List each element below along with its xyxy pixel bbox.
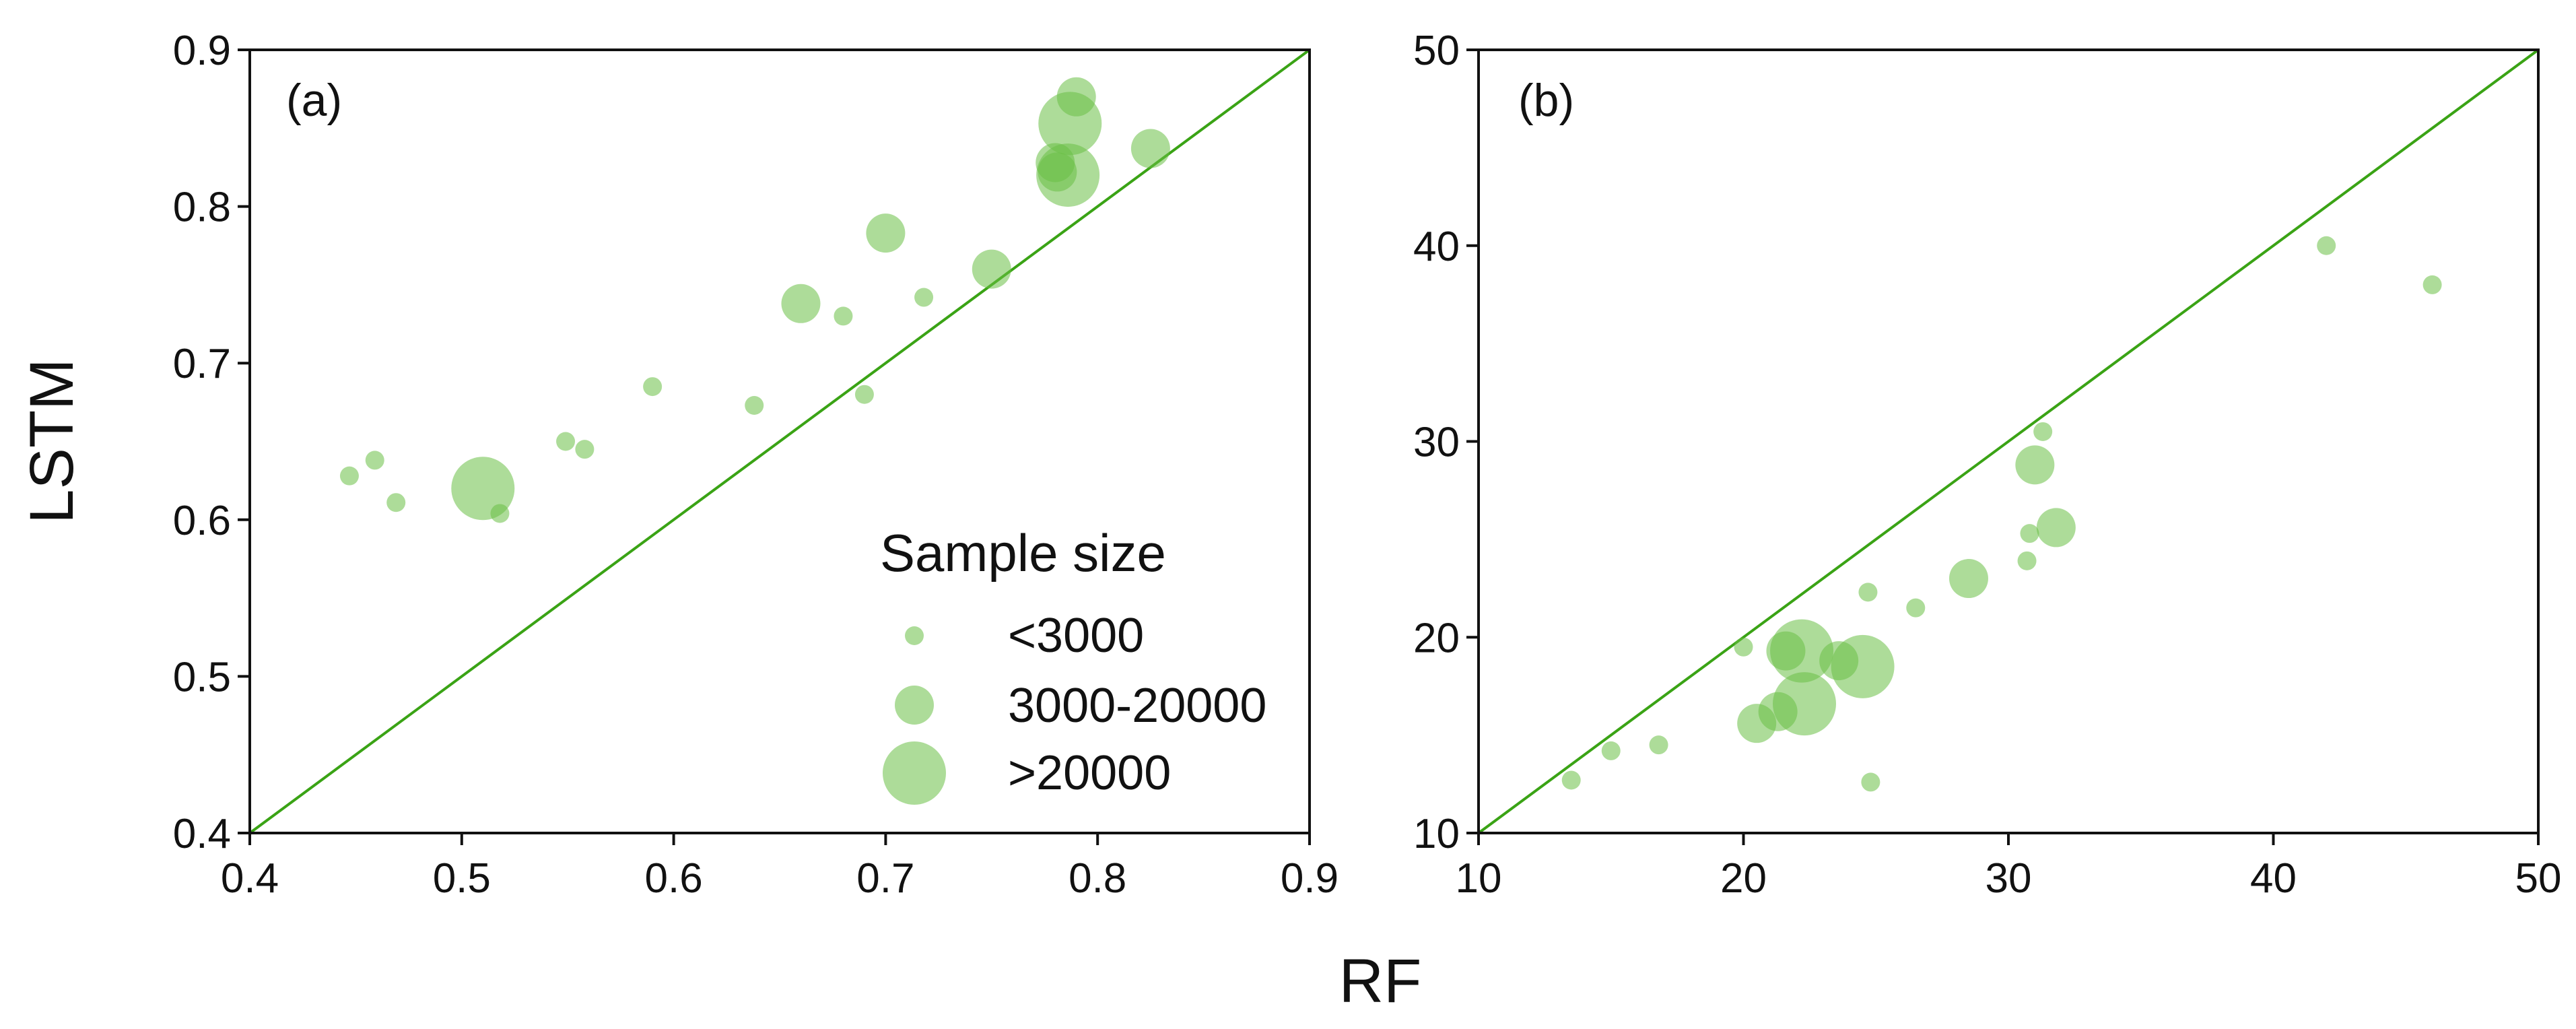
panel-a-point (365, 451, 384, 470)
panel-b-point (1770, 619, 1834, 683)
legend-title: Sample size (880, 523, 1166, 583)
panel-b-point (2317, 236, 2336, 255)
panel-a-point (575, 440, 595, 459)
panel-a-point (339, 466, 359, 486)
panel-a-point (1130, 129, 1170, 168)
panel-a-point (1036, 143, 1100, 207)
legend-marker-small (905, 626, 924, 645)
panel-b-x-tick-label: 30 (1986, 855, 2032, 902)
panel-b-tag: (b) (1518, 75, 1574, 126)
panel-b-y-ticks: 10 20 30 40 50 (1413, 28, 1479, 857)
panel-b-point (2422, 275, 2442, 294)
panel-b-reference-line (1477, 48, 2540, 834)
legend-marker-large (883, 741, 946, 805)
panel-a-point (1056, 77, 1096, 117)
panel-a-y-tick-label: 0.6 (173, 498, 231, 544)
panel-a-frame (248, 48, 1311, 834)
panel-b-point (2017, 551, 2037, 570)
panel-b-point (1773, 672, 1837, 736)
panel-b-points (1561, 236, 2442, 792)
panel-a-point (556, 432, 576, 451)
panel-a-x-tick-label: 0.9 (1281, 855, 1338, 902)
x-axis-title: RF (1339, 947, 1422, 1016)
legend: Sample size <3000 3000-20000 >20000 (880, 523, 1266, 805)
panel-b-point (1831, 634, 1895, 698)
panel-a-point (386, 493, 406, 512)
panel-a-point (866, 213, 906, 253)
panel-b-y-tick-label: 30 (1413, 420, 1460, 466)
legend-label-large: >20000 (1008, 746, 1171, 800)
panel-b-point (1561, 770, 1581, 790)
legend-marker-medium (895, 686, 934, 725)
panel-b-point (1649, 735, 1668, 755)
panel-a-tag: (a) (286, 75, 342, 126)
panel-a-point (834, 306, 853, 326)
panel-b-x-ticks: 10 20 30 40 50 (1456, 833, 2562, 902)
panel-b-point (1906, 598, 1926, 618)
panel-b-y-tick-label: 20 (1413, 615, 1460, 661)
panel-b-y-tick-label: 10 (1413, 811, 1460, 857)
panel-b-point (1601, 741, 1621, 760)
panel-a-point (972, 249, 1011, 289)
panel-a-y-ticks: 0.4 0.5 0.6 0.7 0.8 0.9 (173, 28, 250, 857)
panel-b-point (2036, 508, 2076, 547)
panel-b-x-tick-label: 50 (2515, 855, 2562, 902)
panel-b-point (1861, 772, 1880, 792)
y-axis-title: LSTM (18, 358, 86, 523)
panel-a-point (490, 504, 510, 523)
panel-a-x-tick-label: 0.6 (644, 855, 702, 902)
panel-a-x-tick-label: 0.4 (221, 855, 279, 902)
panel-b-point (1734, 637, 1753, 657)
panel-a-x-ticks: 0.4 0.5 0.6 0.7 0.8 0.9 (221, 833, 1338, 902)
panel-a-point (854, 385, 874, 404)
panel-b-x-tick-label: 10 (1456, 855, 1502, 902)
panel-a-points (339, 77, 1170, 523)
panel-b-x-tick-label: 20 (1720, 855, 1767, 902)
panel-a-x-tick-label: 0.5 (433, 855, 491, 902)
panel-a-x-tick-label: 0.8 (1069, 855, 1126, 902)
panel-a-y-tick-label: 0.5 (173, 654, 231, 700)
panel-b-x-tick-label: 40 (2250, 855, 2297, 902)
panel-b-y-tick-label: 50 (1413, 28, 1460, 74)
panel-b-point (2033, 422, 2053, 441)
panel-a-y-tick-label: 0.4 (173, 811, 231, 857)
panel-a-point (781, 284, 821, 323)
panel-a: 0.4 0.5 0.6 0.7 0.8 0.9 0.4 0.5 0.6 0.7 0.8 0.9 (a… (173, 28, 1338, 902)
panel-a-x-tick-label: 0.7 (856, 855, 914, 902)
panel-b-point (1858, 583, 1878, 602)
panel-a-reference-line (248, 48, 1311, 834)
panel-a-y-tick-label: 0.7 (173, 341, 231, 387)
panel-a-y-tick-label: 0.8 (173, 185, 231, 231)
panel-a-y-tick-label: 0.9 (173, 28, 231, 74)
panel-b: 10 20 30 40 50 10 20 30 40 50 (b) (1413, 28, 2561, 902)
panel-b-point (1948, 559, 1988, 599)
legend-label-small: <3000 (1008, 609, 1144, 663)
legend-label-medium: 3000-20000 (1008, 679, 1266, 733)
panel-b-point (2020, 524, 2039, 543)
panel-a-point (643, 377, 663, 397)
panel-b-y-tick-label: 40 (1413, 224, 1460, 270)
panel-a-point (745, 396, 764, 416)
panel-a-point (914, 288, 934, 307)
panel-b-point (2015, 445, 2055, 485)
